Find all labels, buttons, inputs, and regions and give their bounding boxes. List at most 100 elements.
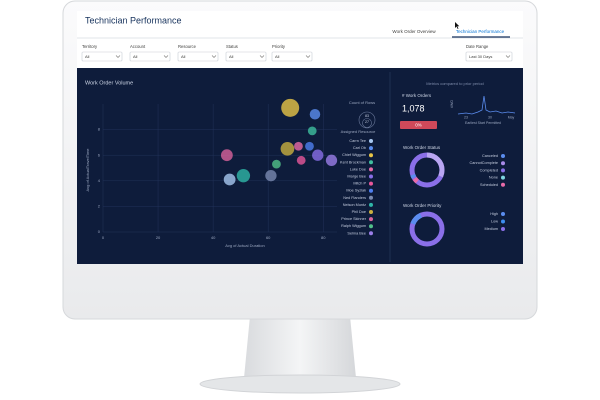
x-axis-title: Avg of Actual Duration — [225, 243, 265, 248]
filter-select[interactable] — [225, 51, 267, 62]
stand-neck — [244, 316, 356, 378]
legend-swatch — [501, 212, 505, 216]
filter-value: All — [181, 54, 186, 59]
legend-label: Phil Doe — [352, 210, 366, 214]
stand-base — [199, 374, 401, 394]
y-tick-label: 0 — [98, 229, 101, 234]
kpi-value: 1,078 — [402, 103, 425, 113]
legend-label: Low — [491, 220, 498, 224]
legend-title: Assigned Resource — [341, 129, 376, 134]
priority-title: Work Order Priority — [403, 203, 442, 208]
bubble — [294, 141, 303, 151]
filter-value: All — [133, 54, 138, 59]
legend-label: None — [489, 176, 498, 180]
legend-swatch — [369, 231, 373, 236]
y-axis-title: Avg of ActualTravelTime — [85, 148, 90, 192]
legend-swatch — [369, 217, 373, 222]
legend-swatch — [369, 153, 373, 158]
legend-label: Canceled — [482, 154, 498, 158]
legend-label: Ned Flanders — [343, 196, 366, 200]
x-tick-label: 80 — [321, 235, 326, 240]
legend-swatch — [501, 219, 505, 224]
filter-label: Status — [226, 44, 238, 49]
legend-label: Mitch P — [353, 182, 366, 186]
filter-caret — [305, 55, 311, 58]
legend-label: CannotComplete — [470, 161, 499, 165]
priority-donut — [409, 211, 445, 247]
size-legend-min-label: 27 — [365, 120, 369, 124]
legend-swatch — [501, 161, 505, 166]
donut-legends: Canceled CannotComplete Completed None Sched… — [470, 154, 505, 231]
legend-label: Completed — [480, 168, 498, 172]
legend-label: Carrn Tee — [349, 139, 366, 143]
legend-label: Moe Syzlak — [346, 189, 366, 193]
cursor — [455, 22, 460, 29]
filter-select[interactable] — [465, 51, 513, 62]
legend-swatch — [501, 182, 505, 187]
filter-value: Last 30 Days — [469, 54, 492, 59]
tab[interactable]: Work Order Overview — [392, 29, 436, 34]
change-value: 0% — [415, 122, 422, 127]
filter-select[interactable] — [129, 51, 171, 62]
legend-swatch — [501, 168, 505, 173]
filter-label: Priority — [272, 44, 286, 49]
legend-label: Prince Skinner — [341, 217, 366, 221]
legend-label: High — [490, 212, 498, 216]
x-tick-label: 60 — [266, 235, 271, 240]
filter-caret — [505, 55, 511, 58]
filter-caret — [115, 55, 121, 58]
spark-label: Earliest Start Permitted — [465, 121, 501, 125]
legend-label: Luke Doe — [350, 167, 366, 171]
bubble — [281, 98, 300, 117]
spark-tick: May — [508, 115, 515, 119]
filter-caret — [163, 55, 169, 58]
spark-axis: #WO — [450, 100, 454, 108]
filter-value: All — [85, 54, 90, 59]
legend-swatch — [501, 154, 505, 158]
filter-label: Account — [130, 44, 146, 49]
kpi-label: # Work Orders — [402, 93, 432, 98]
filter-select[interactable] — [271, 51, 313, 62]
bubble — [220, 149, 233, 162]
legend-label: Selma Bee — [347, 231, 366, 235]
tab-active[interactable]: Technician Performance — [456, 29, 505, 34]
dashboard-body — [77, 68, 523, 264]
legend-swatch — [369, 160, 373, 165]
bubble — [272, 159, 281, 169]
filter-label: Date Range — [466, 44, 489, 49]
filter-select[interactable] — [81, 51, 123, 62]
spark-tick: 30 — [488, 115, 492, 119]
bubble — [265, 170, 277, 182]
status-title: Work Order Status — [403, 145, 441, 150]
legend-swatch — [369, 224, 373, 229]
bubble — [236, 169, 251, 183]
bubble — [305, 141, 314, 151]
y-tick-label: 4 — [98, 178, 101, 183]
x-tick-label: 0 — [102, 235, 105, 240]
legend-swatch — [501, 175, 505, 180]
legend-swatch — [369, 167, 373, 172]
bubble — [296, 155, 306, 165]
y-tick-label: 6 — [98, 152, 101, 157]
legend-swatch — [369, 146, 373, 151]
dashboard-title: Technician Performance — [85, 15, 182, 25]
legend-swatch — [369, 195, 373, 200]
sparkline — [457, 95, 516, 115]
bubble — [223, 173, 236, 186]
bubble — [309, 108, 321, 120]
bubble — [280, 141, 295, 156]
legend-swatch — [369, 139, 373, 143]
size-legend-max — [358, 111, 376, 129]
filter-label: Territory — [82, 44, 98, 49]
legend-swatch — [369, 210, 373, 214]
legend-swatch — [369, 174, 373, 179]
spark-tick: 23 — [464, 115, 468, 119]
filter-select[interactable] — [177, 51, 219, 62]
legend-label: Marge Bee — [347, 175, 366, 179]
change-badge — [400, 121, 437, 129]
filter-caret — [259, 55, 265, 58]
legend-label: Kent Brockman — [340, 160, 366, 164]
legend-label: Nelson Muntz — [343, 203, 366, 207]
